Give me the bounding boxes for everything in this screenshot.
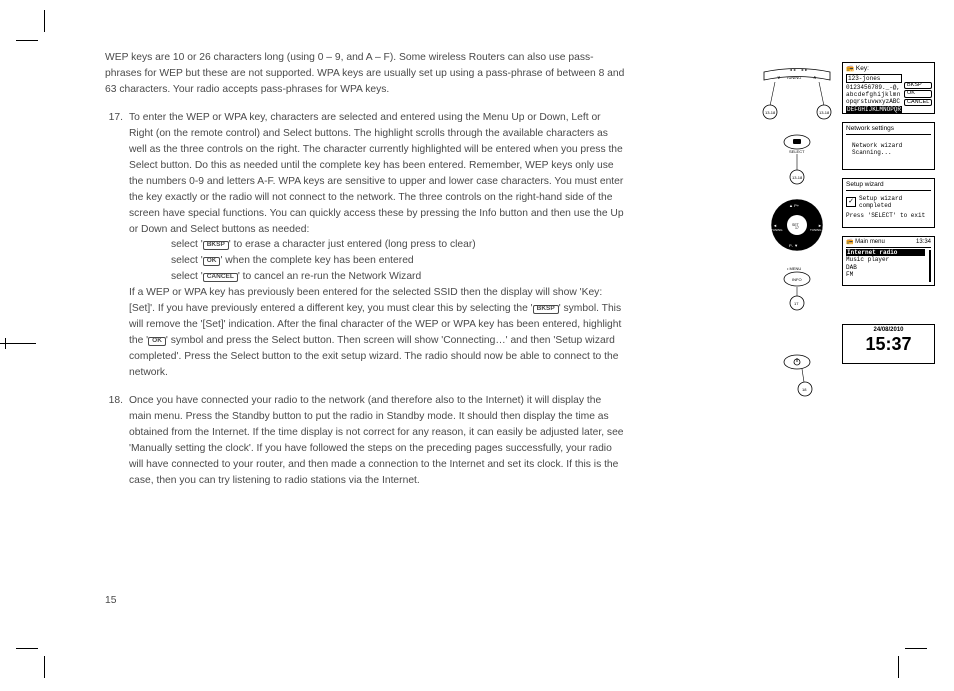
svg-text:INFO: INFO [792, 277, 802, 282]
step-number: 17. [105, 110, 129, 381]
crop-mark [16, 648, 38, 649]
standby-diagram: 18 [760, 352, 834, 398]
clock-screen: 24/08/2010 15:37 [842, 324, 935, 364]
tuning-diagram: ◄◄ ►► TUNING ∨ ∧ 13-18 13-18 [760, 62, 834, 122]
step-17-p2: If a WEP or WPA key has previously been … [129, 287, 621, 378]
svg-text:SELECT: SELECT [789, 149, 805, 154]
ok-line: select 'OK' when the complete key has be… [171, 253, 625, 269]
ok-key: OK [904, 90, 932, 98]
bksp-key: BKSP [904, 82, 932, 90]
svg-text:• MENU: • MENU [787, 266, 801, 271]
page-number: 15 [105, 595, 116, 606]
step-18: 18. Once you have connected your radio t… [105, 393, 625, 489]
key-screen: 📻 Key: 123-jones 0123456789._-@, abcdefg… [842, 62, 935, 114]
svg-text:13-18: 13-18 [765, 110, 776, 115]
crop-mark [905, 648, 927, 649]
crop-mark [898, 656, 899, 678]
svg-text:◄◄: ◄◄ [789, 68, 796, 72]
dpad-diagram: SET 17 ▲ P+ P- ▼ ◄ ► TUNING TUNING [760, 196, 834, 254]
svg-text:∨: ∨ [777, 75, 781, 81]
step-18-p: Once you have connected your radio to th… [129, 393, 625, 489]
crop-mark [5, 338, 6, 349]
svg-text:18: 18 [802, 387, 807, 392]
svg-text:TUNING: TUNING [771, 228, 783, 232]
svg-text:TUNING: TUNING [810, 228, 822, 232]
mainmenu-screen: 📻 Main menu 13:34 Internet radio Music p… [842, 236, 935, 286]
step-17-p1: To enter the WEP or WPA key, characters … [129, 112, 624, 235]
network-screen: Network settings Network wizard Scanning… [842, 122, 935, 170]
svg-text:TUNING: TUNING [786, 75, 801, 80]
key-value: 123-jones [846, 74, 902, 83]
check-icon: ✓ [846, 197, 856, 207]
bksp-line: select 'BKSP' to erase a character just … [171, 237, 625, 253]
svg-text:13-18: 13-18 [792, 175, 803, 180]
cancel-line: select 'CANCEL' to cancel an re-run the … [171, 269, 625, 285]
svg-text:17: 17 [795, 226, 799, 230]
crop-mark [16, 40, 38, 41]
crop-mark [44, 10, 45, 32]
svg-text:13-18: 13-18 [819, 110, 830, 115]
crop-mark [44, 656, 45, 678]
ok-key: OK [203, 257, 221, 266]
svg-text:▲ P+: ▲ P+ [789, 203, 800, 208]
step-17: 17. To enter the WEP or WPA key, charact… [105, 110, 625, 381]
svg-text:17: 17 [794, 301, 799, 306]
select-diagram: SELECT 13-18 [760, 132, 834, 186]
scrollbar-icon [929, 250, 931, 282]
step-number: 18. [105, 393, 129, 489]
setup-screen: Setup wizard ✓ Setup wizard completed Pr… [842, 178, 935, 228]
ok-key: OK [148, 337, 166, 346]
svg-text:∧: ∧ [813, 75, 817, 81]
intro-text: WEP keys are 10 or 26 characters long (u… [105, 50, 625, 98]
svg-text:►►: ►► [801, 68, 808, 72]
info-diagram: • MENU INFO 17 [760, 264, 834, 312]
cancel-key: CANCEL [904, 99, 932, 107]
diagram-column: ◄◄ ►► TUNING ∨ ∧ 13-18 13-18 SELECT [760, 62, 935, 398]
cancel-key: CANCEL [203, 273, 238, 282]
svg-text:P- ▼: P- ▼ [789, 243, 798, 248]
bksp-key: BKSP [203, 241, 229, 250]
bksp-key: BKSP [533, 305, 559, 314]
